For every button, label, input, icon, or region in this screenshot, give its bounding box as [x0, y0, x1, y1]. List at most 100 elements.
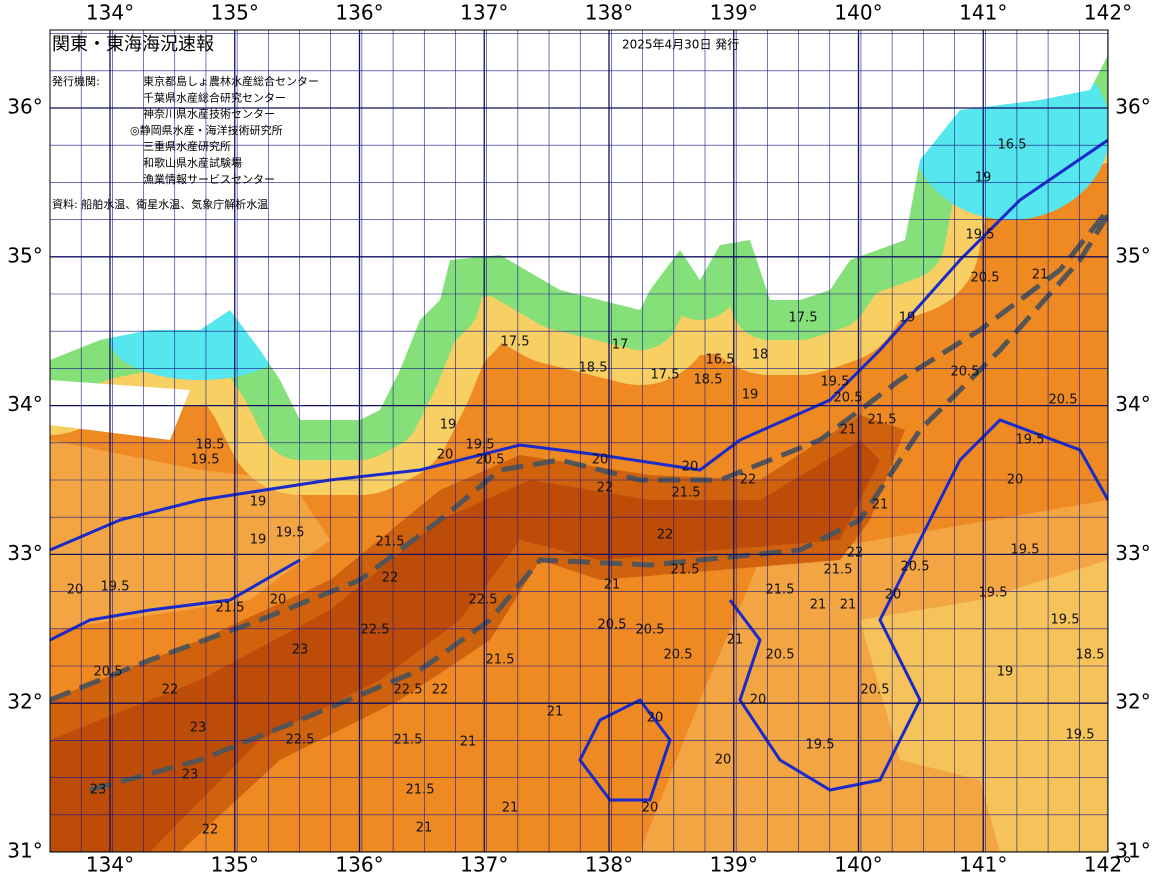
contour-label: 20	[642, 801, 659, 816]
contour-label: 20	[1007, 473, 1024, 488]
contour-label: 20	[750, 693, 767, 708]
lat-label: 32°	[7, 690, 42, 714]
contour-label: 18.5	[196, 438, 225, 453]
contour-label: 22.5	[361, 623, 390, 638]
contour-label: 21	[727, 633, 744, 648]
agency: 和歌山県水産試験場	[143, 156, 242, 170]
contour-label: 20	[682, 460, 699, 475]
lon-label: 139°	[710, 1, 758, 25]
contour-label: 21.5	[406, 783, 435, 798]
frame	[49, 29, 1109, 853]
contour-label: 20.5	[971, 271, 1000, 286]
contour-label: 20.5	[664, 648, 693, 663]
lat-label: 36°	[1115, 95, 1150, 119]
source: 資料: 船舶水温、衛星水温、気象庁解析水温	[52, 197, 268, 211]
contour-label: 21	[840, 423, 857, 438]
lon-label: 134°	[86, 1, 134, 25]
agency: 千葉県水産総合研究センター	[143, 90, 286, 104]
kuroshio-axis	[50, 208, 1108, 703]
contour-label: 21	[416, 821, 433, 836]
contour-label: 22.5	[394, 683, 423, 698]
contour-label: 22	[597, 481, 614, 496]
lon-label: 141°	[959, 853, 1007, 877]
lat-label: 35°	[7, 243, 42, 267]
contour-label: 17.5	[789, 311, 818, 326]
contour-label: 19.5	[821, 375, 850, 390]
contour-label: 19.5	[806, 738, 835, 753]
contour-label: 22.5	[286, 733, 315, 748]
lat-label: 35°	[1115, 243, 1150, 267]
lon-label: 136°	[335, 1, 383, 25]
contour-label: 18.5	[1076, 648, 1105, 663]
contour-label: 19.5	[276, 526, 305, 541]
current-axis	[50, 208, 1108, 793]
contour-label: 20.5	[636, 623, 665, 638]
isotherm	[50, 558, 301, 642]
contour-label: 21.5	[394, 733, 423, 748]
lon-label: 142°	[1084, 853, 1132, 877]
contour-label: 19.5	[101, 580, 130, 595]
contour-label: 19.5	[1066, 728, 1095, 743]
lon-label: 140°	[834, 1, 882, 25]
lon-label: 140°	[834, 853, 882, 877]
contour-label: 20	[270, 593, 287, 608]
lon-label: 137°	[460, 853, 508, 877]
lat-label: 36°	[7, 95, 42, 119]
contour-label: 17	[612, 338, 629, 353]
lon-label: 134°	[86, 853, 134, 877]
contour-label: 19	[997, 665, 1014, 680]
contour-label: 19.5	[466, 438, 495, 453]
contour-label: 16.5	[998, 138, 1027, 153]
contour-label: 22	[847, 546, 864, 561]
contour-label: 16.5	[706, 353, 735, 368]
contour-label: 21	[1032, 268, 1049, 283]
contour-label: 21.5	[672, 486, 701, 501]
lon-label: 135°	[211, 1, 259, 25]
contour-label: 19	[250, 495, 267, 510]
contour-label: 21.5	[486, 653, 515, 668]
lat-label: 31°	[7, 839, 42, 863]
lat-label: 33°	[7, 541, 42, 565]
contour-label: 21	[840, 598, 857, 613]
agency: 東京都島しょ農林水産総合センター	[143, 74, 319, 88]
contour-label: 21.5	[766, 583, 795, 598]
cool-water	[860, 560, 1108, 852]
contour-label: 19	[250, 533, 267, 548]
lat-label: 33°	[1115, 541, 1150, 565]
contour-label: 20	[647, 711, 664, 726]
contour-label: 21	[460, 735, 477, 750]
lon-label: 135°	[211, 853, 259, 877]
contour-label: 21.5	[376, 535, 405, 550]
contour-label: 18.5	[694, 373, 723, 388]
contour-label: 21.5	[671, 563, 700, 578]
contour-label: 20.5	[861, 683, 890, 698]
kuroshio-core	[50, 440, 880, 852]
contour-label: 20.5	[901, 560, 930, 575]
agency: 三重県水産研究所	[143, 139, 231, 153]
land	[50, 30, 1108, 420]
contour-label: 20.5	[598, 618, 627, 633]
contour-label: 22	[162, 683, 179, 698]
lat-label: 31°	[1115, 839, 1150, 863]
contour-label: 21.5	[216, 601, 245, 616]
lon-label: 137°	[460, 1, 508, 25]
lon-label: 139°	[710, 853, 758, 877]
ticks: 134° 134° 135° 135° 136° 136° 137° 137° 138° 138°…	[7, 1, 1150, 877]
contour-label: 19.5	[191, 453, 220, 468]
lat-label: 32°	[1115, 690, 1150, 714]
contour-label: 21	[604, 578, 621, 593]
contour-label: 23	[292, 643, 309, 658]
contour-label: 18	[752, 348, 769, 363]
contour-label: 20.5	[766, 648, 795, 663]
contour-label: 19	[742, 388, 759, 403]
contour-label: 20.5	[951, 365, 980, 380]
contour-label: 19.5	[966, 228, 995, 243]
contour-label: 22	[382, 571, 399, 586]
agency: 漁業情報サービスセンター	[143, 172, 275, 186]
contour-label: 21.5	[824, 563, 853, 578]
kuroshio-edge	[89, 213, 1108, 793]
